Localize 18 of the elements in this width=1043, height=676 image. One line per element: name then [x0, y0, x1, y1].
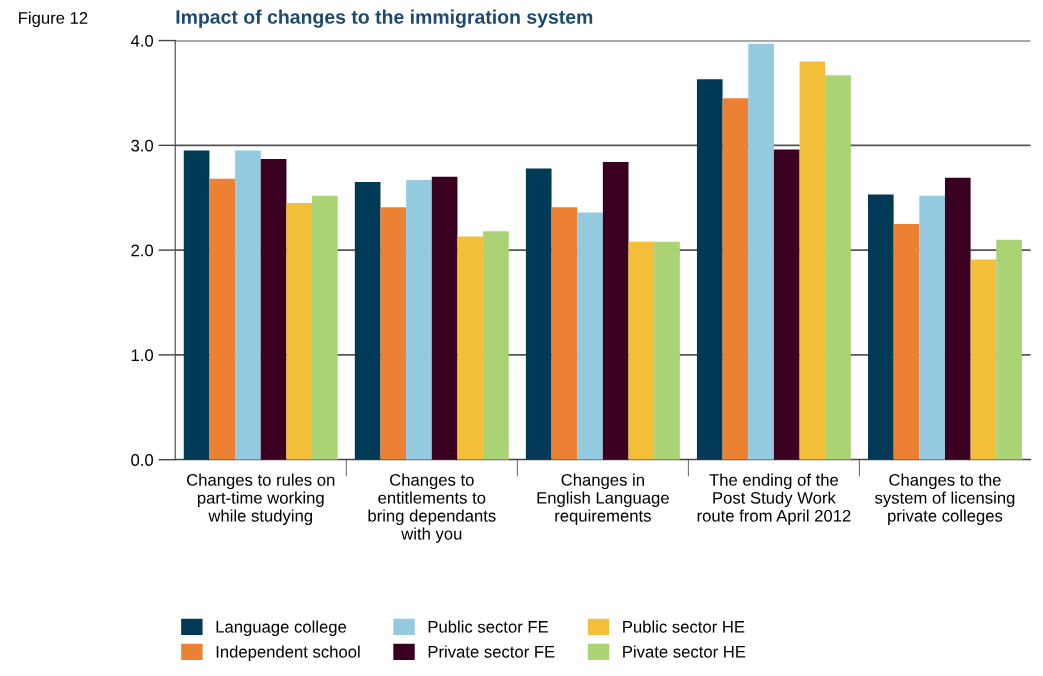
- legend-label: Language college: [216, 620, 347, 637]
- y-tick-label: 4.0: [130, 34, 154, 47]
- y-tick-label: 3.0: [131, 139, 154, 152]
- legend-label: Pivate sector HE: [623, 645, 746, 658]
- legend-label: Public sector FE: [428, 620, 548, 633]
- caption: Figure 12: [19, 11, 88, 28]
- x-tick-label: Changes to rules on part-time working while studying: [187, 473, 335, 526]
- x-tick-label: Changes in English Language requirements: [537, 473, 669, 526]
- y-tick-label: 1.0: [131, 349, 154, 362]
- chart-title: Impact of changes to the immigration system: [176, 9, 593, 28]
- legend-label: Independent school: [216, 645, 360, 661]
- x-tick-label: Changes to the system of licensing private colleges: [875, 473, 1015, 526]
- x-tick-label: Changes to entitlements to bring dependants with you: [368, 473, 496, 543]
- x-tick-label: The ending of the Post Study Work route from April 2012: [697, 473, 851, 526]
- y-tick-label: 0.0: [131, 454, 154, 466]
- legend-label: Private sector FE: [428, 645, 555, 658]
- legend-label: Public sector HE: [623, 620, 745, 633]
- y-tick-label: 2.0: [131, 244, 154, 257]
